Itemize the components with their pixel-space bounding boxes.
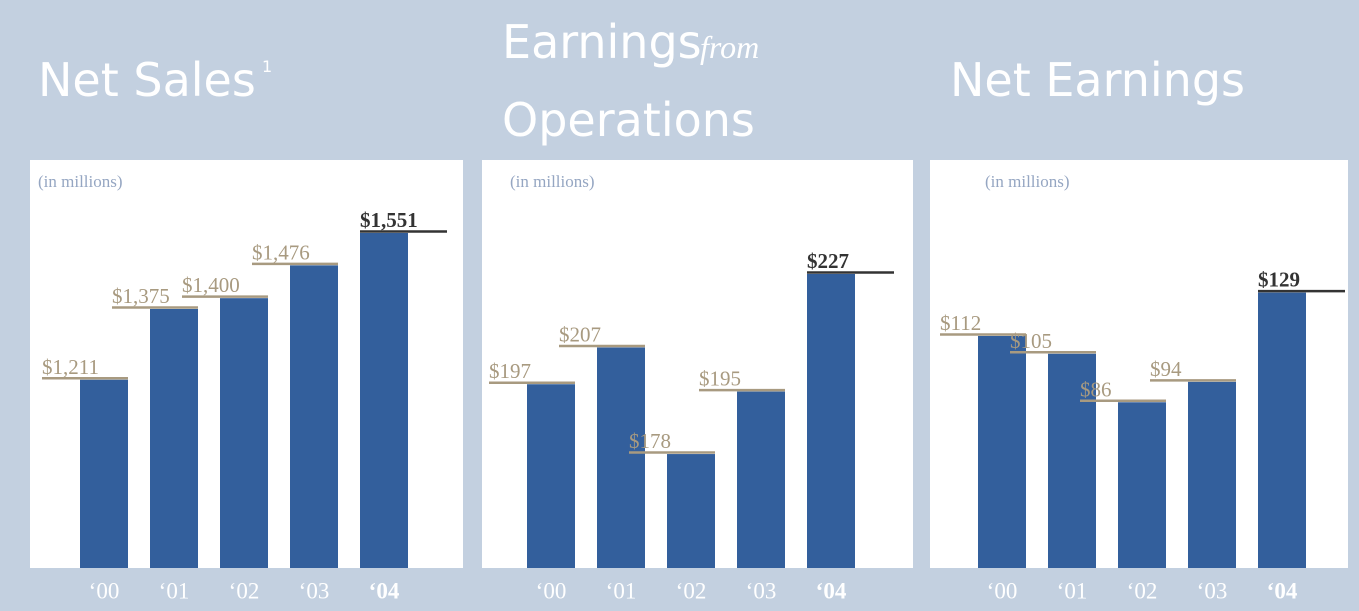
- value-label: $195: [699, 367, 741, 391]
- x-tick-label: ‘04: [369, 578, 400, 603]
- x-tick-label: ‘02: [676, 578, 707, 603]
- bar: [527, 384, 575, 568]
- value-label: $1,551: [360, 208, 418, 232]
- chart-title: Net Sales: [38, 53, 256, 107]
- bar: [290, 265, 338, 568]
- bar: [1188, 381, 1236, 568]
- bar: [80, 379, 128, 568]
- value-label: $178: [629, 429, 671, 453]
- value-label: $1,211: [42, 355, 99, 379]
- footnote-marker: 1: [262, 57, 272, 76]
- x-tick-label: ‘00: [536, 578, 567, 603]
- bar: [1258, 292, 1306, 568]
- value-label: $1,400: [182, 273, 240, 297]
- bar: [597, 347, 645, 568]
- bar: [667, 454, 715, 568]
- chart-title: Earnings: [502, 15, 702, 69]
- x-tick-label: ‘00: [987, 578, 1018, 603]
- x-tick-label: ‘04: [1267, 578, 1298, 603]
- bar: [1048, 353, 1096, 568]
- x-tick-label: ‘01: [606, 578, 637, 603]
- bar: [1118, 402, 1166, 568]
- x-tick-label: ‘03: [746, 578, 777, 603]
- chart-title-connector: from: [700, 29, 759, 65]
- x-tick-label: ‘00: [89, 578, 120, 603]
- value-label: $129: [1258, 268, 1300, 292]
- value-label: $105: [1010, 329, 1052, 353]
- x-tick-label: ‘02: [229, 578, 260, 603]
- bar: [220, 298, 268, 568]
- value-label: $227: [807, 249, 849, 273]
- x-tick-label: ‘01: [1057, 578, 1088, 603]
- chart-title: Net Earnings: [950, 53, 1245, 107]
- chart-title-line2: Operations: [502, 93, 755, 147]
- value-label: $112: [940, 311, 981, 335]
- subtitle: (in millions): [985, 172, 1070, 191]
- bar: [150, 308, 198, 568]
- value-label: $86: [1080, 377, 1112, 401]
- x-tick-label: ‘04: [816, 578, 847, 603]
- value-label: $94: [1150, 357, 1182, 381]
- bar: [737, 391, 785, 568]
- subtitle: (in millions): [38, 172, 123, 191]
- x-tick-label: ‘01: [159, 578, 190, 603]
- bar: [978, 335, 1026, 568]
- x-tick-label: ‘03: [299, 578, 330, 603]
- value-label: $197: [489, 359, 531, 383]
- value-label: $207: [559, 322, 601, 346]
- bar: [807, 273, 855, 568]
- x-tick-label: ‘03: [1197, 578, 1228, 603]
- bar: [360, 232, 408, 568]
- value-label: $1,476: [252, 240, 310, 264]
- x-tick-label: ‘02: [1127, 578, 1158, 603]
- subtitle: (in millions): [510, 172, 595, 191]
- value-label: $1,375: [112, 284, 170, 308]
